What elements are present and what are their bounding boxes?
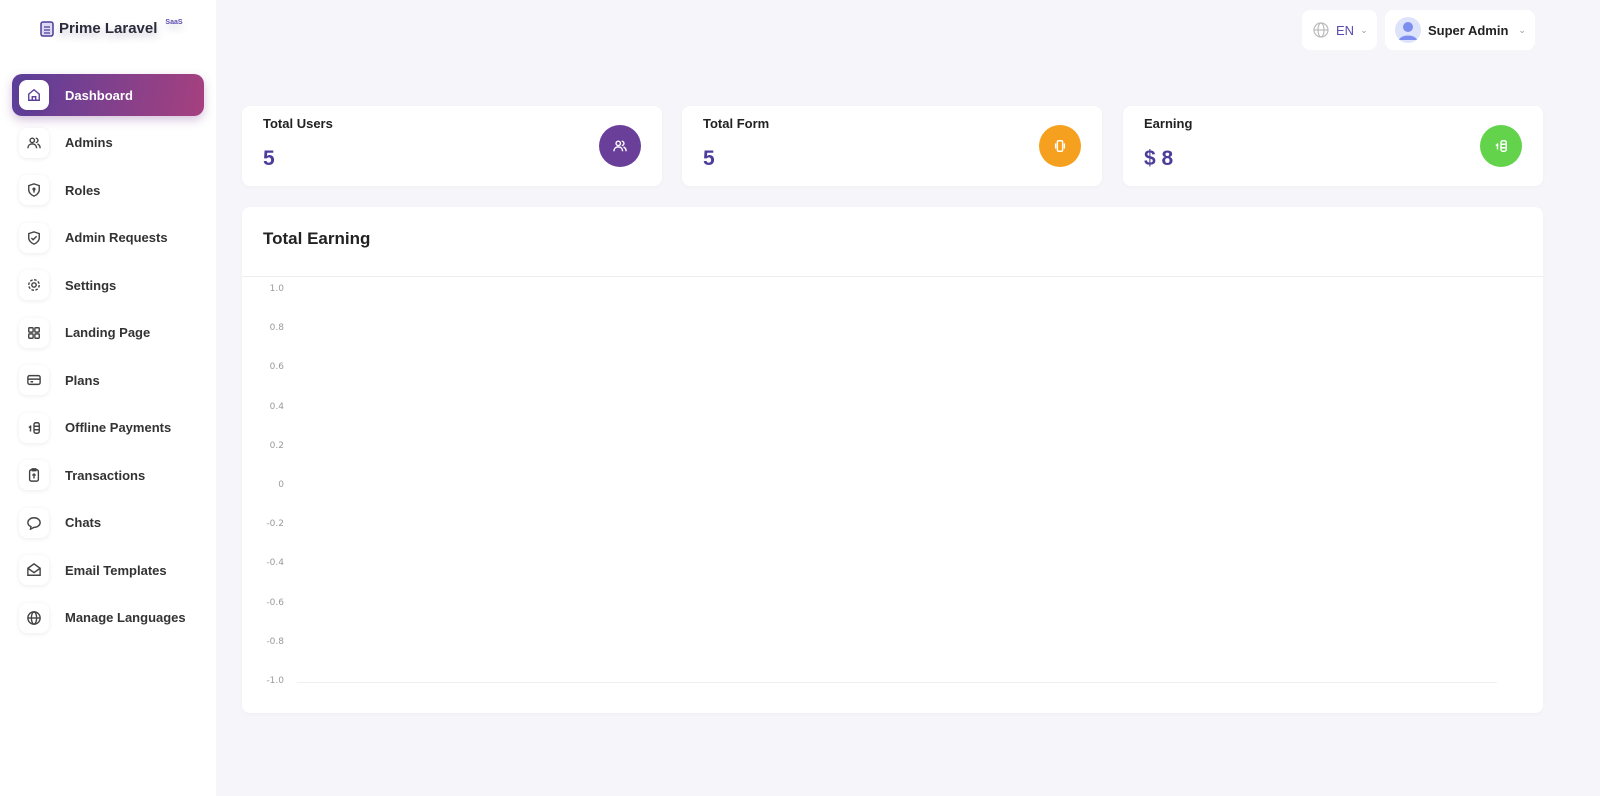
user-menu[interactable]: Super Admin ⌄ <box>1385 10 1535 50</box>
stat-card-total-users: Total Users 5 <box>242 106 662 186</box>
y-tick-label: 0.2 <box>269 440 284 451</box>
card-icon <box>19 365 49 395</box>
stat-value: $ 8 <box>1144 147 1174 170</box>
shield-lock-icon <box>19 175 49 205</box>
stat-value: 5 <box>703 147 715 170</box>
stat-icon <box>1480 125 1522 167</box>
sidebar-item-roles[interactable]: Roles <box>12 169 204 211</box>
sidebar-item-label: Plans <box>65 372 100 388</box>
y-tick-label: 0.8 <box>269 323 284 334</box>
y-tick-label: -0.8 <box>266 636 284 647</box>
globe-icon <box>1313 22 1329 38</box>
sidebar-item-transactions[interactable]: Transactions <box>12 454 204 496</box>
stat-icon <box>1039 125 1081 167</box>
sidebar-item-admin-requests[interactable]: Admin Requests <box>12 217 204 259</box>
sidebar-item-label: Admin Requests <box>65 230 168 245</box>
sidebar-item-dashboard[interactable]: Dashboard <box>12 74 204 116</box>
sidebar-item-manage-languages[interactable]: Manage Languages <box>12 597 204 639</box>
sidebar-item-landing-page[interactable]: Landing Page <box>12 312 204 354</box>
y-tick-label: -0.2 <box>266 519 284 530</box>
sidebar-item-label: Admins <box>65 135 113 150</box>
stat-card-earning: Earning $ 8 <box>1123 106 1543 186</box>
mail-icon <box>19 555 49 585</box>
sidebar-item-label: Manage Languages <box>65 610 186 625</box>
logo[interactable]: Prime Laravel SaaS <box>40 19 183 37</box>
sidebar-item-label: Chats <box>65 515 102 530</box>
sidebar-item-admins[interactable]: Admins <box>12 122 204 164</box>
stat-title: Total Form <box>703 116 770 131</box>
sidebar-item-label: Transactions <box>65 467 146 483</box>
brand-name: Prime Laravel <box>59 20 158 37</box>
y-tick-label: 0.6 <box>269 362 284 373</box>
sidebar-item-label: Roles <box>65 182 101 198</box>
chat-icon <box>19 507 49 538</box>
language-label: EN <box>1336 22 1355 38</box>
users-icon <box>19 127 49 158</box>
coins-icon <box>19 412 49 443</box>
sidebar-item-offline-payments[interactable]: Offline Payments <box>12 407 204 449</box>
chart-title: Total Earning <box>263 229 371 248</box>
gear-icon <box>19 270 49 300</box>
sidebar-nav: Dashboard Admins Roles Admin Requests Settin… <box>12 74 204 644</box>
y-tick-label: 1.0 <box>269 284 284 294</box>
sidebar-item-chats[interactable]: Chats <box>12 502 204 544</box>
shield-check-icon <box>19 222 49 253</box>
globe-icon <box>19 602 49 633</box>
stat-icon <box>599 125 641 167</box>
clipboard-logo-icon <box>40 21 54 37</box>
avatar <box>1395 17 1421 43</box>
stat-title: Total Users <box>263 116 333 131</box>
user-name: Super Admin <box>1428 22 1509 38</box>
sidebar: Prime Laravel SaaS Dashboard Admins Roles Ad… <box>0 0 216 796</box>
sidebar-item-label: Landing Page <box>65 325 151 340</box>
chevron-down-icon: ⌄ <box>1360 24 1368 35</box>
divider <box>242 276 1543 277</box>
total-earning-chart-card: Total Earning 1.0 0.8 0.6 0.4 0.2 0 -0.2 -0.4 -0… <box>242 207 1543 713</box>
sidebar-item-settings[interactable]: Settings <box>12 264 204 306</box>
stat-card-total-form: Total Form 5 <box>682 106 1102 186</box>
chart-baseline <box>297 682 1497 683</box>
y-tick-label: 0 <box>278 480 284 490</box>
clipboard-icon <box>19 460 49 490</box>
y-tick-label: 0.4 <box>269 401 284 412</box>
brand-badge: SaaS <box>165 19 183 26</box>
y-tick-label: -1.0 <box>266 676 284 686</box>
language-dropdown[interactable]: EN ⌄ <box>1302 10 1377 50</box>
stat-title: Earning <box>1144 116 1193 131</box>
sidebar-item-plans[interactable]: Plans <box>12 359 204 401</box>
sidebar-item-label: Dashboard <box>65 87 133 103</box>
grid-icon <box>19 317 49 348</box>
sidebar-item-email-templates[interactable]: Email Templates <box>12 549 204 591</box>
y-tick-label: -0.4 <box>266 558 284 569</box>
home-icon <box>19 80 49 110</box>
chevron-down-icon: ⌄ <box>1518 24 1526 35</box>
sidebar-item-label: Email Templates <box>65 562 167 578</box>
y-tick-label: -0.6 <box>266 597 284 608</box>
sidebar-item-label: Settings <box>65 277 117 293</box>
stat-value: 5 <box>263 147 275 170</box>
sidebar-item-label: Offline Payments <box>65 420 172 435</box>
